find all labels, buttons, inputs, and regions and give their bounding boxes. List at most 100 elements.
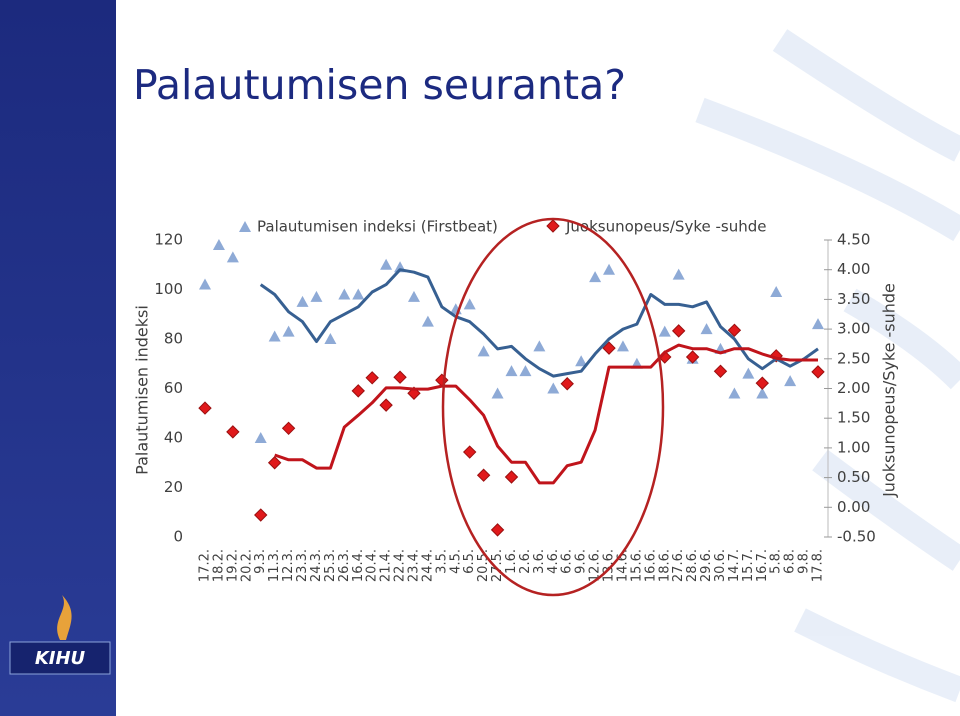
y2-tick-label: 2.00 bbox=[837, 379, 870, 397]
side-band bbox=[0, 0, 116, 716]
triangle-marker bbox=[254, 432, 267, 443]
diamond-marker bbox=[351, 384, 365, 398]
x-tick-label: 15.7. bbox=[741, 549, 756, 582]
y2-tick-label: 1.00 bbox=[837, 438, 870, 456]
x-tick-label: 25.3. bbox=[323, 549, 338, 582]
triangle-marker bbox=[407, 290, 420, 302]
diamond-marker bbox=[602, 341, 616, 355]
x-tick-label: 22.4. bbox=[393, 549, 408, 582]
diamond-marker bbox=[560, 377, 574, 391]
diamond-marker bbox=[755, 376, 769, 390]
diamond-marker bbox=[713, 364, 728, 378]
triangle-marker bbox=[784, 375, 797, 387]
triangle-marker bbox=[519, 365, 532, 377]
diamond-marker bbox=[462, 445, 477, 459]
trend-line bbox=[274, 343, 818, 485]
trend-line bbox=[259, 268, 819, 378]
triangle-marker bbox=[575, 355, 588, 367]
triangle-marker bbox=[268, 330, 281, 342]
x-tick-label: 9.6. bbox=[574, 549, 589, 574]
y-tick-label: 80 bbox=[164, 330, 183, 348]
diamond-marker bbox=[254, 508, 268, 522]
decoration bbox=[695, 29, 960, 703]
slide-title: Palautumisen seuranta? bbox=[133, 61, 626, 109]
triangle-marker bbox=[547, 382, 560, 394]
x-tick-label: 3.6. bbox=[532, 549, 547, 574]
x-tick-label: 16.6. bbox=[643, 549, 658, 582]
x-tick-label: 4.5. bbox=[448, 549, 463, 574]
x-tick-label: 16.7. bbox=[755, 549, 770, 582]
triangle-marker bbox=[616, 340, 629, 352]
x-tick-label: 24.4. bbox=[420, 549, 435, 582]
diamond-marker bbox=[379, 398, 393, 412]
y2-tick-label: 2.50 bbox=[837, 349, 870, 367]
x-tick-label: 17.8. bbox=[811, 549, 826, 582]
y-tick-label: 100 bbox=[154, 280, 183, 298]
diamond-marker bbox=[393, 370, 407, 384]
diamond-marker bbox=[671, 324, 686, 338]
x-tick-label: 14.7. bbox=[727, 549, 742, 582]
diamond-marker bbox=[811, 365, 825, 379]
x-tick-label: 2.6. bbox=[518, 549, 533, 574]
triangle-marker bbox=[310, 290, 323, 302]
triangle-marker bbox=[505, 365, 518, 377]
x-tick-label: 6.8. bbox=[783, 549, 798, 574]
y2-tick-label: 4.00 bbox=[837, 260, 870, 278]
x-tick-label: 23.3. bbox=[295, 549, 310, 582]
highlight-ellipse bbox=[441, 217, 665, 597]
x-tick-label: 3.5. bbox=[434, 549, 449, 574]
triangle-marker bbox=[533, 340, 546, 352]
x-tick-label: 28.6. bbox=[685, 549, 700, 582]
x-tick-label: 6.6. bbox=[560, 549, 575, 574]
diamond-marker bbox=[727, 323, 742, 337]
x-tick-label: 12.3. bbox=[281, 549, 296, 582]
triangle-marker bbox=[421, 315, 434, 327]
y2-tick-label: 3.00 bbox=[837, 320, 870, 338]
x-tick-label: 23.4. bbox=[406, 549, 421, 582]
y2-tick-label: 0.50 bbox=[837, 468, 870, 486]
triangle-marker bbox=[380, 258, 393, 270]
y-tick-label: 60 bbox=[164, 379, 183, 397]
triangle-marker bbox=[603, 263, 616, 275]
triangle-marker bbox=[658, 325, 671, 337]
triangle-marker bbox=[226, 251, 239, 263]
x-tick-label: 15.6. bbox=[629, 549, 644, 582]
triangle-marker bbox=[491, 387, 504, 399]
diamond-marker bbox=[365, 371, 379, 385]
x-tick-label: 9.3. bbox=[253, 549, 268, 574]
y2-tick-label: 1.50 bbox=[837, 409, 870, 427]
legend-diamond bbox=[546, 219, 560, 233]
triangle-marker bbox=[770, 285, 783, 297]
x-tick-label: 13.6. bbox=[602, 549, 617, 582]
x-tick-label: 4.6. bbox=[546, 549, 561, 574]
diamond-marker bbox=[504, 470, 519, 484]
x-tick-label: 26.3. bbox=[337, 549, 352, 582]
x-tick-label: 21.4. bbox=[379, 549, 394, 582]
x-tick-label: 17.2. bbox=[198, 549, 213, 582]
triangle-marker bbox=[672, 268, 685, 280]
triangle-marker bbox=[324, 333, 337, 344]
y-tick-label: 40 bbox=[164, 429, 183, 447]
y2-axis-title: Juoksunopeus/Syke -suhde bbox=[880, 283, 899, 498]
triangle-marker bbox=[700, 323, 713, 335]
diamond-marker bbox=[476, 468, 491, 482]
triangle-marker bbox=[212, 238, 225, 250]
triangle-marker bbox=[296, 295, 309, 307]
legend-label: Palautumisen indeksi (Firstbeat) bbox=[257, 218, 498, 236]
y2-tick-label: 3.50 bbox=[837, 290, 870, 308]
triangle-marker bbox=[352, 288, 365, 300]
y2-tick-label: 0.00 bbox=[837, 498, 870, 516]
logo-flame bbox=[57, 595, 72, 640]
triangle-marker bbox=[589, 271, 602, 283]
triangle-marker bbox=[477, 345, 490, 357]
x-tick-label: 18.6. bbox=[657, 549, 672, 582]
x-tick-label: 1.6. bbox=[504, 549, 519, 574]
y2-tick-label: -0.50 bbox=[837, 528, 876, 546]
logo-plate bbox=[9, 641, 111, 675]
x-tick-label: 16.4. bbox=[351, 549, 366, 582]
triangle-marker bbox=[812, 318, 824, 330]
triangle-marker bbox=[199, 278, 211, 290]
diamond-marker bbox=[226, 425, 240, 439]
y2-tick-label: 4.50 bbox=[837, 231, 870, 249]
